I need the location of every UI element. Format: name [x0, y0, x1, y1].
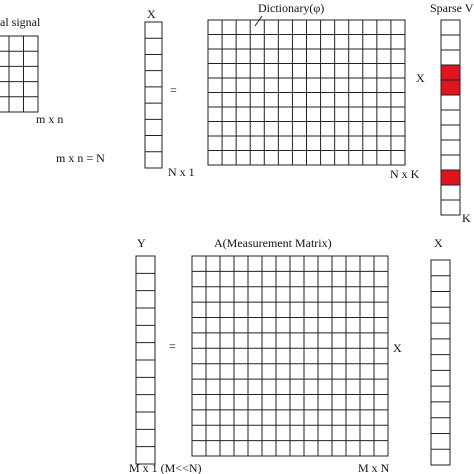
- label: N x 1: [168, 165, 195, 179]
- cell: [440, 79, 461, 96]
- label: A(Measurement Matrix): [214, 236, 332, 250]
- label: X: [434, 236, 443, 250]
- label: M x 1 (M<<N): [129, 461, 202, 474]
- label: =: [170, 83, 177, 97]
- cell: [430, 259, 451, 466]
- label: Dictionary(φ): [258, 1, 324, 15]
- pointer: [254, 15, 263, 27]
- label: X: [393, 341, 402, 355]
- label: M x N: [358, 461, 390, 474]
- label: X: [416, 71, 425, 85]
- cell: [144, 21, 163, 169]
- label: al signal: [0, 15, 41, 29]
- label: Sparse V: [430, 1, 474, 15]
- label: m x n: [36, 112, 63, 126]
- label: Y: [137, 236, 146, 250]
- matrices: [0, 19, 461, 466]
- label: m x n = N: [56, 151, 105, 165]
- label: N x K: [390, 167, 420, 181]
- label: K: [462, 211, 471, 225]
- label: X: [147, 7, 156, 21]
- cell: [440, 169, 461, 186]
- cell: [440, 19, 461, 216]
- cell: [440, 64, 461, 81]
- label: =: [169, 339, 176, 353]
